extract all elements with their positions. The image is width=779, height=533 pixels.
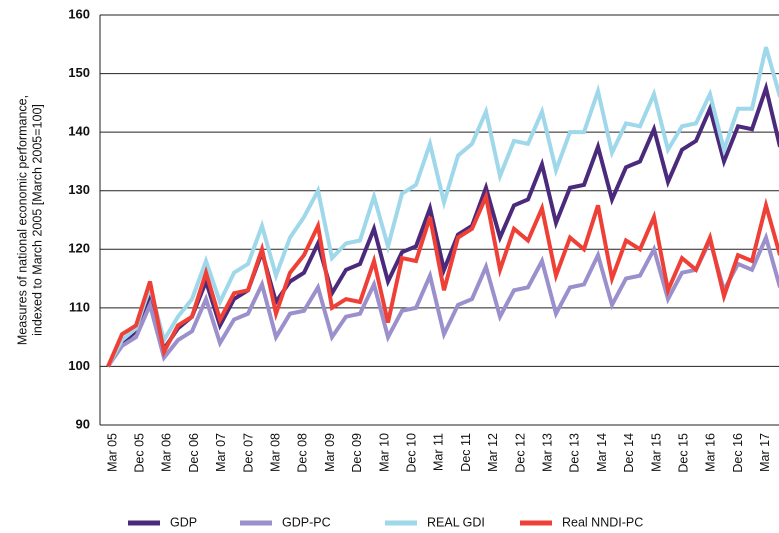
- y-tick-label: 130: [68, 182, 90, 197]
- x-tick-label: Mar 10: [377, 433, 391, 472]
- x-tick-label: Dec 14: [622, 433, 636, 473]
- x-tick-label: Dec 15: [676, 433, 690, 473]
- x-tick-label: Mar 16: [704, 433, 718, 472]
- legend-label: GDP-PC: [282, 515, 331, 529]
- x-tick-label: Mar 17: [758, 433, 772, 472]
- x-tick-label: Dec 10: [404, 433, 418, 473]
- x-tick-label: Mar 09: [323, 433, 337, 472]
- x-tick-label: Mar 05: [105, 433, 119, 472]
- series-line: [106, 46, 779, 368]
- x-tick-label: Mar 13: [540, 433, 554, 472]
- y-tick-label: 110: [69, 299, 90, 314]
- x-tick-label: Mar 14: [595, 433, 609, 472]
- x-tick-label: Dec 13: [568, 433, 582, 473]
- x-tick-label: Mar 12: [486, 433, 500, 472]
- y-tick-label: 140: [68, 124, 90, 139]
- x-tick-label: Dec 12: [513, 433, 527, 473]
- y-tick-label: 160: [68, 6, 90, 21]
- x-tick-label: Dec 05: [132, 433, 146, 473]
- y-axis-title: indexed to March 2005 [March 2005=100]: [30, 104, 44, 336]
- series-line: [106, 81, 779, 368]
- x-tick-label: Dec 11: [459, 433, 473, 472]
- x-tick-label: Dec 08: [296, 433, 310, 473]
- x-tick-label: Mar 08: [268, 433, 282, 472]
- x-tick-label: Mar 07: [214, 433, 228, 472]
- series-line: [106, 231, 779, 368]
- x-tick-label: Mar 11: [432, 433, 446, 471]
- y-tick-label: 100: [68, 358, 90, 373]
- y-tick-label: 150: [68, 65, 90, 80]
- y-tick-label: 120: [68, 241, 90, 256]
- x-tick-label: Mar 15: [649, 433, 663, 472]
- series-line: [106, 189, 779, 368]
- x-tick-label: Dec 09: [350, 433, 364, 473]
- x-tick-label: Dec 07: [241, 433, 255, 473]
- x-tick-label: Dec 16: [731, 433, 745, 473]
- y-tick-label: 90: [76, 416, 90, 431]
- x-tick-label: Mar 06: [160, 433, 174, 472]
- legend-label: GDP: [170, 515, 197, 529]
- y-axis-title: Measures of national economic performanc…: [15, 95, 29, 345]
- legend-label: REAL GDI: [427, 515, 485, 529]
- x-tick-label: Dec 06: [187, 433, 201, 473]
- legend-label: Real NNDI-PC: [562, 515, 643, 529]
